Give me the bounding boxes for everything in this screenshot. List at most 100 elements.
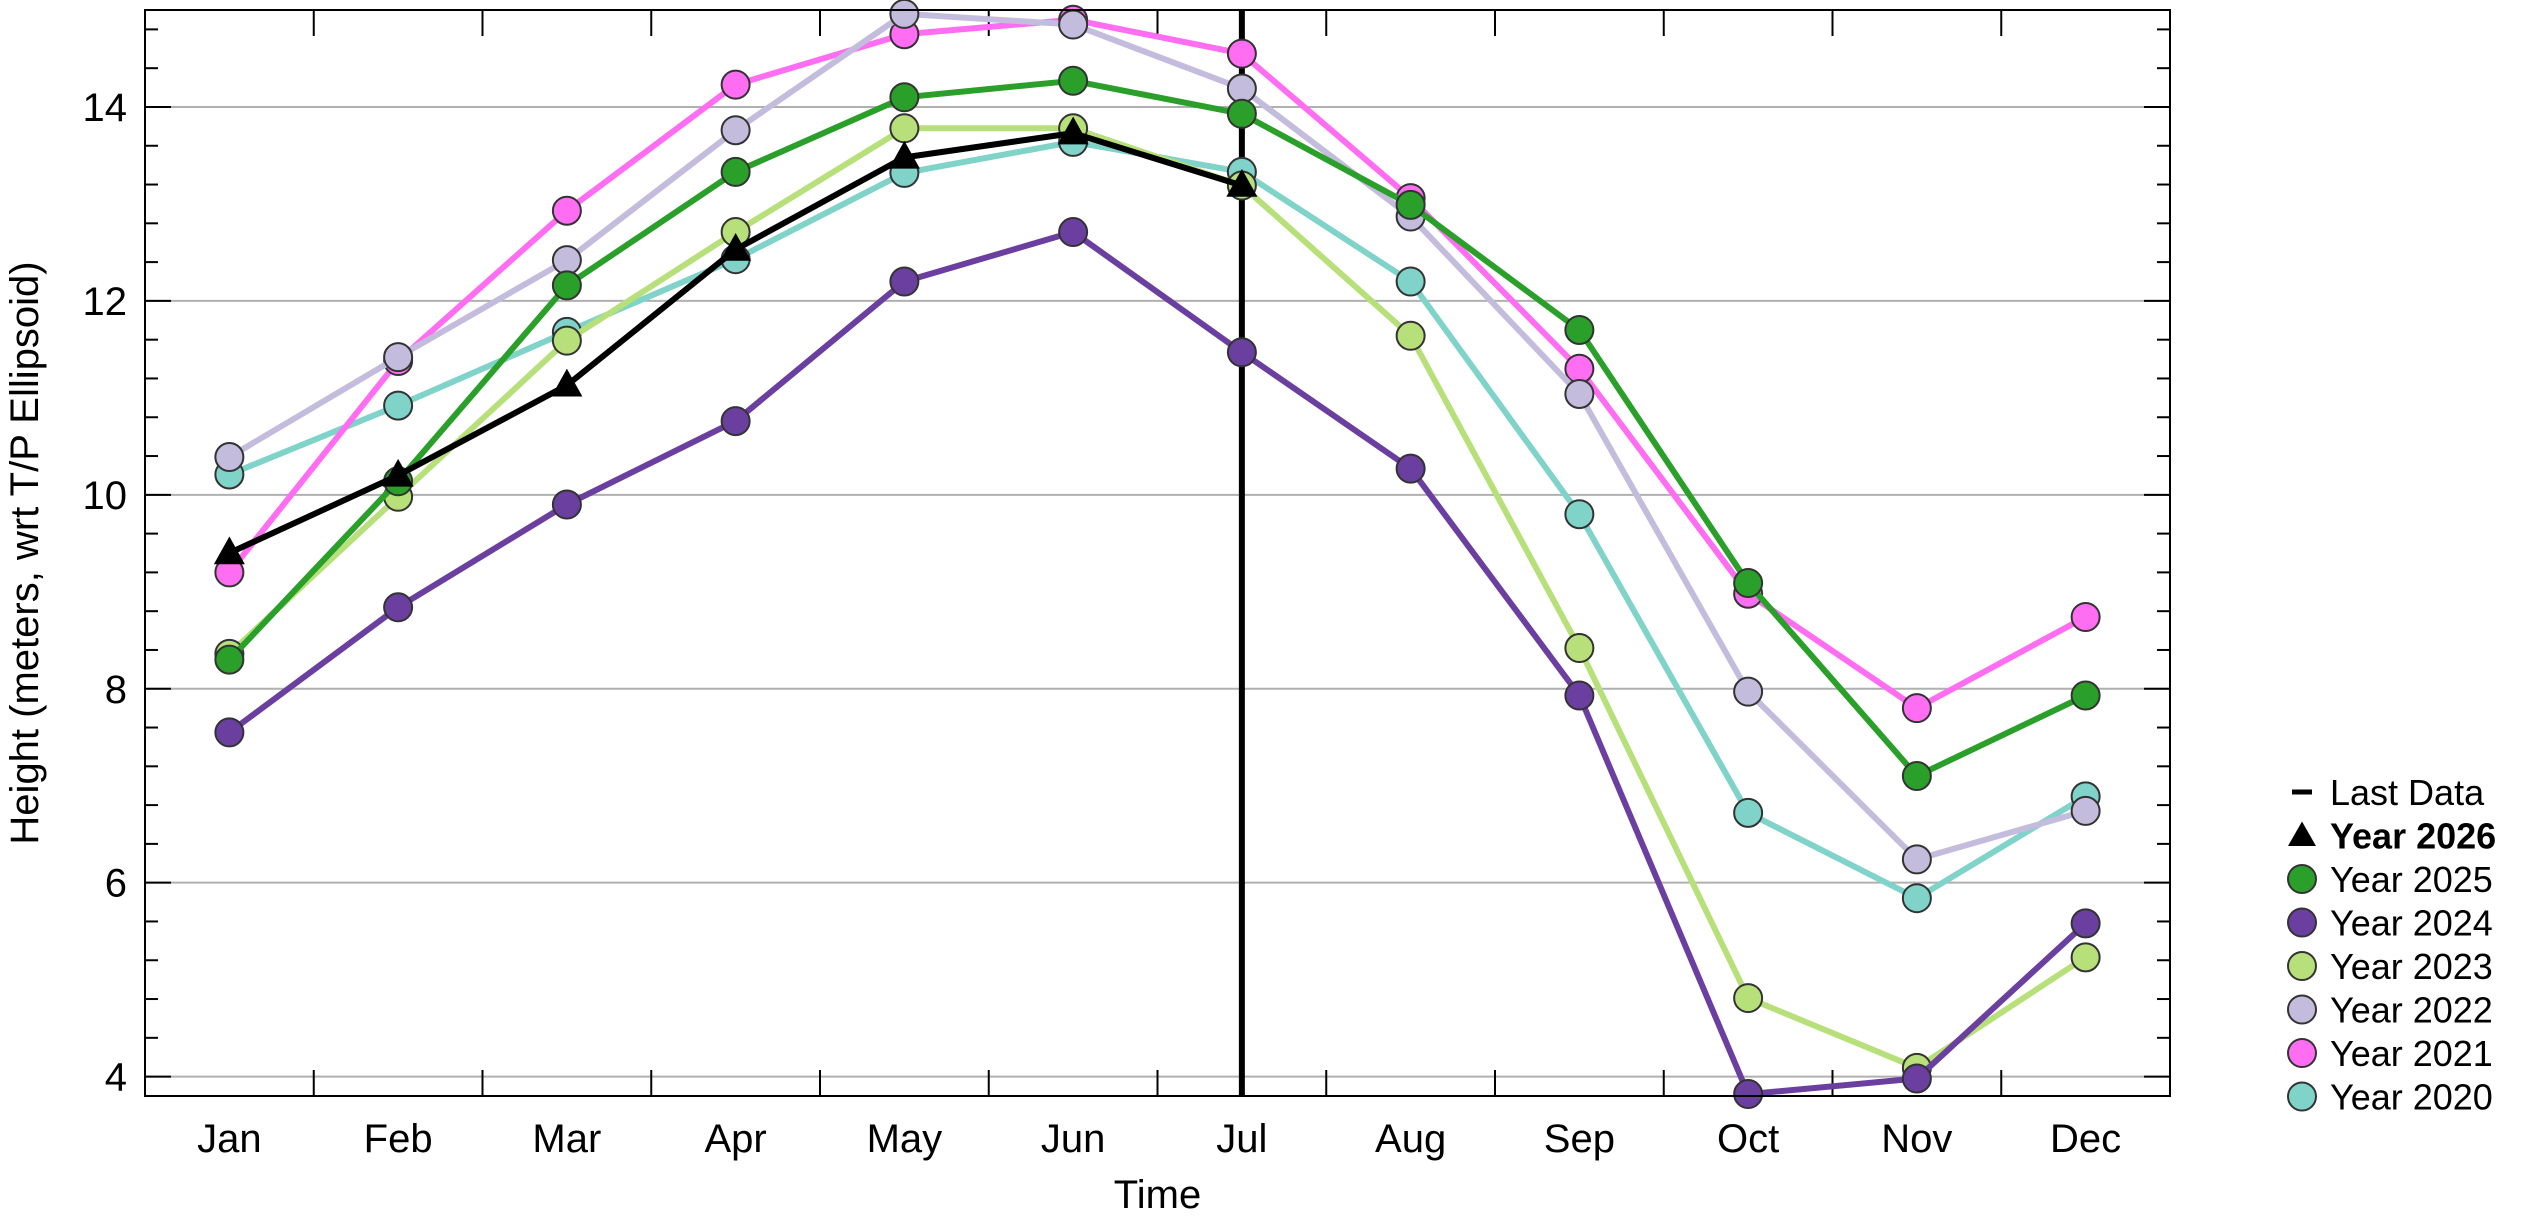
legend-circle-swatch <box>2287 994 2317 1025</box>
legend-triangle-swatch <box>2288 821 2316 846</box>
data-point <box>1058 217 1089 248</box>
legend-item: Year 2021 <box>2287 1033 2493 1074</box>
data-point <box>1733 983 1764 1014</box>
data-point <box>720 69 751 100</box>
x-tick-label: Feb <box>364 1117 433 1161</box>
y-tick-label: 8 <box>105 668 127 712</box>
data-point <box>1733 568 1764 599</box>
plot-frame <box>144 9 2171 1097</box>
x-axis-label: Time <box>1114 1173 1201 1216</box>
x-tick-label: Sep <box>1544 1117 1615 1161</box>
data-point <box>720 156 751 187</box>
legend-label: Year 2022 <box>2330 990 2493 1031</box>
legend-label: Year 2025 <box>2330 859 2493 900</box>
data-point <box>1564 499 1595 530</box>
legend-item: Year 2025 <box>2287 859 2493 900</box>
data-point <box>1564 633 1595 664</box>
data-point <box>888 140 920 169</box>
series-group <box>213 0 2101 1110</box>
series-line <box>227 229 2088 1098</box>
series-year-2022 <box>214 0 2101 875</box>
x-tick-label: May <box>867 1117 943 1161</box>
series-line <box>227 10 2087 863</box>
data-point <box>889 113 920 144</box>
data-point <box>383 592 414 623</box>
data-point <box>1733 797 1764 828</box>
tick-labels: 4 6 8 10 12 14 Jan Feb Mar Apr May Jun Jul Aug Sep Oct N… <box>83 86 2122 1161</box>
data-point <box>1226 98 1257 129</box>
legend-label: Year 2021 <box>2330 1033 2493 1074</box>
y-tick-label: 4 <box>105 1056 127 1100</box>
series-year-2020 <box>214 126 2101 914</box>
series-year-2023 <box>214 113 2101 1083</box>
series-year-2025 <box>214 65 2101 792</box>
legend-item: Year 2026 <box>2288 816 2496 857</box>
data-point <box>1395 453 1426 484</box>
y-tick-label: 6 <box>105 862 127 906</box>
series-line <box>228 130 1243 556</box>
data-point <box>551 368 583 397</box>
data-point <box>1901 883 1932 914</box>
data-point <box>1226 337 1257 368</box>
y-axis-label: Height (meters, wrt T/P Ellipsoid) <box>3 261 47 844</box>
legend-item: Year 2024 <box>2287 903 2493 944</box>
y-tick-label: 10 <box>83 474 128 518</box>
legend-circle-swatch <box>2287 864 2317 894</box>
legend-label: Last Data <box>2330 772 2485 813</box>
series-year-2024 <box>214 217 2101 1110</box>
y-tick-label: 12 <box>83 280 128 324</box>
series-year-2026 <box>213 116 1258 565</box>
data-point <box>214 644 245 675</box>
x-tick-label: Jul <box>1216 1117 1267 1161</box>
data-point <box>2070 795 2101 826</box>
legend-item: Year 2023 <box>2287 946 2493 987</box>
gridlines <box>145 105 2170 1078</box>
legend-item: Year 2022 <box>2287 990 2493 1031</box>
x-tick-label: Apr <box>705 1117 767 1161</box>
data-point <box>889 266 920 297</box>
series-line <box>227 125 2088 1071</box>
legend-circle-swatch <box>2287 1081 2317 1112</box>
legend-label: Year 2024 <box>2330 903 2493 944</box>
data-point <box>1901 1063 1932 1094</box>
x-tick-label: Mar <box>532 1117 601 1161</box>
legend-item: Year 2020 <box>2287 1077 2493 1118</box>
data-point <box>1395 320 1426 351</box>
data-point <box>1564 353 1595 384</box>
data-point <box>551 270 582 301</box>
series-line <box>227 77 2087 779</box>
data-point <box>2070 680 2101 711</box>
legend-circle-swatch <box>2287 907 2317 938</box>
data-point <box>1226 168 1258 197</box>
x-tick-label: Oct <box>1717 1117 1779 1161</box>
data-point <box>2070 908 2101 939</box>
series-line <box>227 16 2088 712</box>
data-point <box>383 390 414 421</box>
legend-circle-swatch <box>2287 1038 2317 1068</box>
data-point <box>1058 65 1089 96</box>
data-point <box>2070 942 2101 973</box>
legend-label: Year 2023 <box>2330 946 2493 987</box>
data-point <box>551 245 582 276</box>
data-point <box>1564 314 1595 345</box>
x-tick-label: Jan <box>197 1117 262 1161</box>
data-point <box>1733 676 1764 707</box>
data-point <box>889 82 920 113</box>
data-point <box>1733 1079 1764 1110</box>
data-point <box>214 717 245 748</box>
data-point <box>1901 844 1932 875</box>
data-point <box>1901 693 1932 724</box>
data-point <box>383 342 414 373</box>
data-point <box>1564 680 1595 711</box>
x-tick-label: Aug <box>1375 1117 1446 1161</box>
x-tick-label: Nov <box>1881 1117 1952 1161</box>
x-tick-label: Dec <box>2050 1117 2121 1161</box>
legend-circle-swatch <box>2287 951 2317 981</box>
data-point <box>213 536 245 565</box>
x-tick-label: Jun <box>1041 1117 1106 1161</box>
data-point <box>551 325 582 356</box>
data-point <box>889 0 920 29</box>
